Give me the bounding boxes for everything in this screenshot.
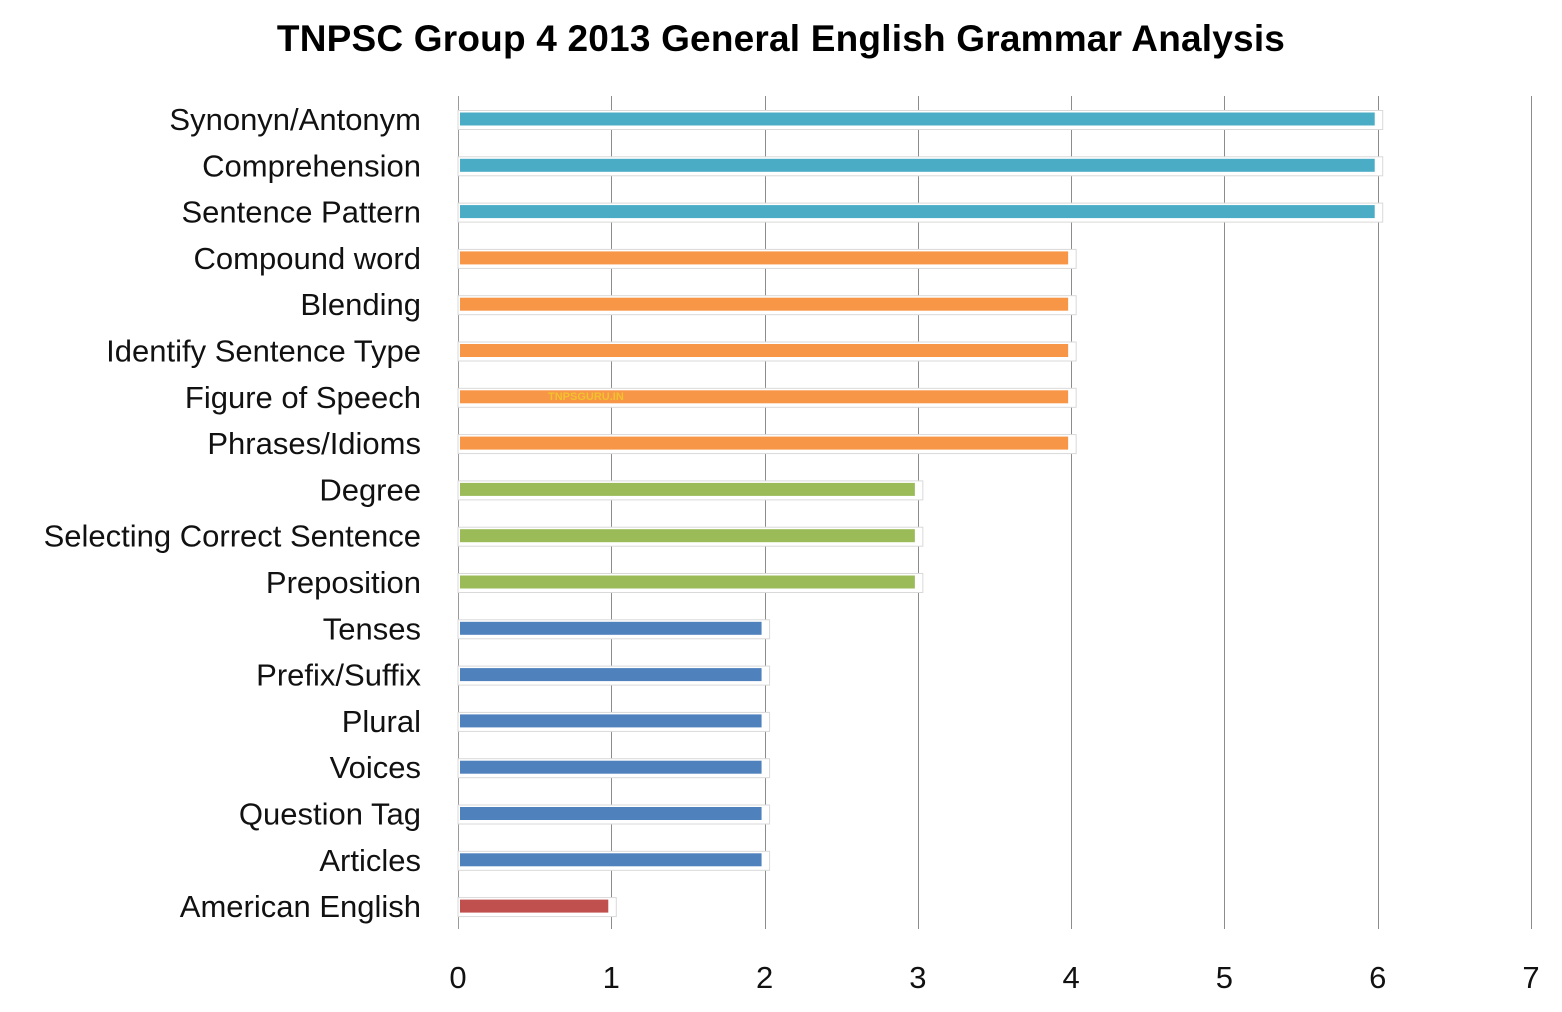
category-label: Plural [342, 704, 421, 739]
bar [460, 482, 915, 496]
bar [460, 436, 1069, 450]
watermark-text: TNPSGURU.IN [548, 391, 624, 403]
category-label: Compound word [194, 241, 421, 276]
x-tick-label: 1 [603, 960, 620, 995]
bar [460, 205, 1375, 219]
x-tick-label: 7 [1522, 960, 1539, 995]
bar [460, 899, 609, 913]
category-label: Preposition [266, 565, 421, 600]
x-tick-label: 3 [909, 960, 926, 995]
category-label: Voices [330, 750, 421, 785]
bar [460, 621, 762, 635]
bar [460, 575, 915, 589]
x-tick-label: 5 [1216, 960, 1233, 995]
category-label: Question Tag [239, 797, 421, 832]
category-label: Prefix/Suffix [256, 658, 421, 693]
bar [460, 344, 1069, 357]
x-tick-label: 2 [756, 960, 773, 995]
category-label: Identify Sentence Type [106, 334, 421, 369]
category-label: Phrases/Idioms [207, 426, 421, 461]
bar [460, 297, 1069, 311]
category-label: Tenses [323, 611, 421, 646]
bars [457, 110, 1384, 918]
bar [460, 251, 1069, 265]
bar [460, 529, 915, 543]
x-tick-label: 6 [1369, 960, 1386, 995]
bar [460, 390, 1069, 404]
category-label: Comprehension [202, 148, 421, 183]
bar [460, 807, 762, 820]
category-label: Figure of Speech [185, 380, 421, 415]
bar [460, 853, 762, 867]
bar [460, 714, 762, 728]
x-tick-label: 0 [449, 960, 466, 995]
category-label: Degree [319, 472, 421, 507]
chart-title: TNPSC Group 4 2013 General English Gramm… [276, 18, 1286, 59]
gridlines [458, 96, 1532, 929]
bar [460, 760, 762, 774]
category-label: Articles [319, 843, 421, 878]
x-tick-label: 4 [1063, 960, 1080, 995]
category-label: Sentence Pattern [181, 195, 421, 230]
x-axis-tick-labels: 0 1 2 3 4 5 6 7 [449, 960, 1539, 995]
category-label: Selecting Correct Sentence [44, 519, 421, 554]
bar [460, 112, 1375, 126]
bar [460, 668, 762, 682]
category-labels: Synonyn/Antonym Comprehension Sentence Pat… [44, 102, 422, 924]
bar [460, 158, 1375, 172]
category-label: Synonyn/Antonym [169, 102, 421, 137]
category-label: Blending [300, 287, 421, 322]
category-label: American English [180, 889, 421, 924]
